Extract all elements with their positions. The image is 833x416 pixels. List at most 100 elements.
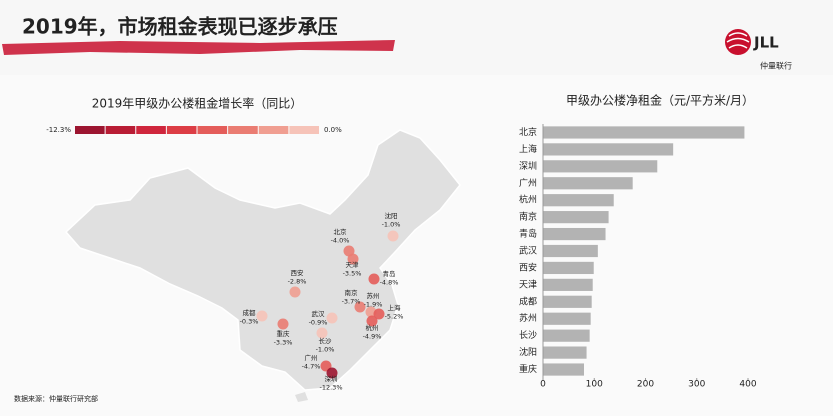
city-value: -4.9%	[363, 333, 382, 341]
bar	[543, 143, 674, 156]
bar	[543, 194, 614, 207]
y-tick-label: 武汉	[519, 245, 537, 257]
city-value: -2.8%	[288, 278, 307, 286]
city-name: 南京	[345, 288, 359, 297]
city-value: -5.2%	[385, 313, 404, 321]
bar	[543, 177, 633, 190]
x-tick-label: 300	[688, 380, 705, 390]
logo-mark	[725, 29, 751, 55]
bar	[543, 244, 598, 258]
city-dot	[347, 253, 359, 265]
city-dot	[326, 367, 338, 379]
city-name: 沈阳	[385, 211, 398, 220]
slide-title: 2019年，市场租金表现已逐步承压	[22, 15, 338, 39]
bar	[543, 126, 745, 139]
city-value: -4.8%	[380, 279, 399, 287]
bar-title: 甲级办公楼净租金（元/平方米/月）	[566, 93, 754, 108]
city-name: 苏州	[367, 291, 380, 300]
city-name: 西安	[291, 268, 305, 277]
legend-swatch	[75, 126, 105, 134]
y-tick-label: 沈阳	[519, 346, 537, 358]
city-name: 成都	[243, 308, 257, 317]
city-name: 青岛	[383, 269, 396, 278]
brush-stroke	[2, 40, 395, 55]
x-tick-label: 200	[637, 380, 654, 390]
legend-swatch	[166, 126, 197, 134]
x-tick-label: 400	[739, 380, 756, 390]
city-name: 杭州	[366, 323, 379, 332]
y-tick-label: 南京	[519, 211, 537, 223]
bar	[543, 329, 590, 342]
city-dot	[368, 273, 380, 285]
city-value: -3.5%	[343, 270, 362, 278]
city-value: -4.7%	[302, 363, 321, 371]
city-name: 深圳	[325, 374, 338, 383]
city-value: -12.3%	[320, 384, 343, 392]
legend-swatch	[228, 126, 258, 134]
bar	[543, 227, 606, 241]
china-outline	[64, 129, 461, 391]
legend-label: -12.3%	[46, 126, 71, 134]
y-tick-label: 青岛	[519, 228, 537, 240]
y-tick-label: 天津	[519, 279, 537, 290]
city-dot	[326, 312, 338, 324]
city-value: -1.9%	[364, 301, 383, 309]
bar	[543, 261, 594, 275]
city-name: 广州	[305, 353, 318, 362]
y-tick-label: 重庆	[519, 363, 537, 375]
city-value: -3.7%	[342, 298, 361, 306]
y-tick-label: 杭州	[519, 194, 537, 206]
y-tick-label: 北京	[519, 126, 537, 138]
y-tick-label: 上海	[519, 143, 537, 155]
city-dot	[366, 315, 378, 327]
bar	[543, 160, 658, 173]
legend-swatch	[258, 126, 289, 134]
y-tick-label: 苏州	[519, 312, 537, 324]
city-value: -3.3%	[274, 339, 293, 347]
city-name: 武汉	[312, 309, 326, 318]
city-value: -0.9%	[309, 319, 328, 327]
bar	[543, 346, 587, 359]
city-value: -1.0%	[316, 346, 335, 354]
city-dot	[289, 286, 301, 298]
map-title: 2019年甲级办公楼租金增长率（同比）	[92, 96, 303, 111]
legend-swatch	[136, 126, 166, 134]
city-dot	[373, 308, 385, 320]
x-tick-label: 0	[540, 380, 546, 390]
y-tick-label: 西安	[519, 261, 537, 273]
x-tick-label: 100	[586, 380, 603, 390]
bar	[543, 278, 593, 291]
y-tick-label: 深圳	[519, 161, 537, 172]
bar	[543, 312, 591, 325]
city-name: 天津	[346, 261, 360, 269]
bar	[543, 295, 592, 308]
city-dot	[256, 310, 268, 322]
y-tick-label: 成都	[519, 295, 537, 307]
city-dot	[387, 230, 399, 242]
city-name: 上海	[388, 303, 402, 312]
logo-text: JLL	[753, 34, 779, 52]
legend-label: 0.0%	[324, 126, 342, 134]
city-dot	[354, 301, 366, 313]
city-name: 重庆	[277, 329, 291, 338]
bar	[543, 363, 584, 376]
city-name: 北京	[334, 227, 348, 236]
city-dot	[277, 318, 289, 330]
legend-swatch	[105, 126, 136, 134]
logo: JLL 仲量联行	[725, 29, 792, 71]
logo-subtitle: 仲量联行	[760, 61, 792, 71]
city-value: -1.0%	[382, 221, 401, 229]
legend-swatch	[289, 126, 319, 134]
city-name: 长沙	[319, 336, 333, 345]
source: 数据来源：仲量联行研究部	[14, 394, 98, 403]
y-tick-label: 长沙	[519, 329, 537, 341]
hainan	[295, 392, 308, 402]
bar	[543, 211, 609, 224]
logo-lines	[726, 32, 750, 49]
y-tick-label: 广州	[519, 177, 537, 189]
city-value: -0.3%	[240, 318, 259, 326]
legend-swatch	[197, 126, 228, 134]
city-value: -4.0%	[331, 237, 350, 245]
city-dot	[316, 327, 328, 339]
